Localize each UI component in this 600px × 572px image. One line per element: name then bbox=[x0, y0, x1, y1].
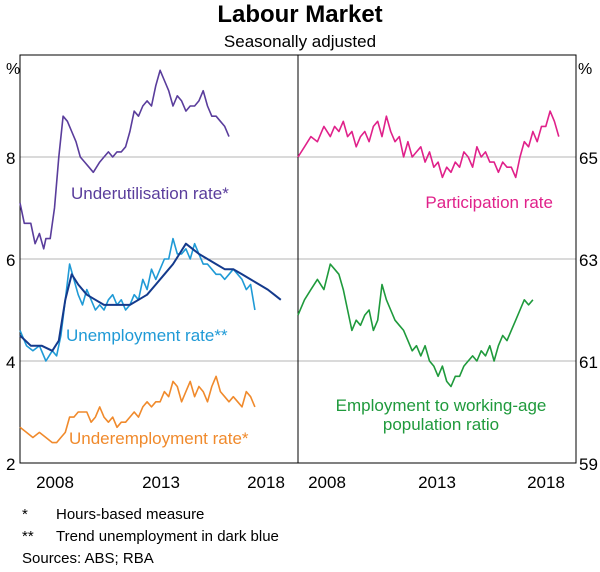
participation-label: Participation rate bbox=[425, 193, 553, 212]
unemployment-label: Unemployment rate** bbox=[66, 326, 228, 345]
right-y-tick-label: 59 bbox=[579, 455, 598, 474]
x-tick-label: 2018 bbox=[247, 473, 285, 492]
series-line-trend-unemployment bbox=[19, 242, 282, 352]
footnote-trend: ** Trend unemployment in dark blue bbox=[22, 526, 279, 548]
employment-ratio-label: Employment to working-age bbox=[336, 396, 547, 415]
right-y-tick-label: 61 bbox=[579, 353, 598, 372]
left-y-tick-label: 6 bbox=[6, 251, 15, 270]
right-y-tick-label: 63 bbox=[579, 251, 598, 270]
chart-subtitle: Seasonally adjusted bbox=[224, 32, 376, 51]
x-tick-label: 2018 bbox=[527, 473, 565, 492]
left-unit-label: % bbox=[6, 61, 20, 78]
footnote-hours: * Hours-based measure bbox=[22, 504, 279, 526]
series-line-unemployment-rate bbox=[19, 237, 256, 362]
footnote-mark: * bbox=[22, 506, 28, 523]
right-y-tick-label: 65 bbox=[579, 149, 598, 168]
left-y-tick-label: 8 bbox=[6, 149, 15, 168]
chart-title: Labour Market bbox=[217, 1, 382, 28]
x-tick-label: 2008 bbox=[36, 473, 74, 492]
footnote-text: Hours-based measure bbox=[56, 506, 205, 523]
footnote-text: Trend unemployment in dark blue bbox=[56, 528, 279, 545]
series-line-employment-to-working-age-population-ratio bbox=[297, 263, 534, 388]
footnotes: * Hours-based measure ** Trend unemploym… bbox=[22, 504, 279, 570]
employment-ratio-label-line2: population ratio bbox=[383, 415, 499, 434]
left-y-tick-label: 4 bbox=[6, 353, 15, 372]
x-tick-label: 2013 bbox=[142, 473, 180, 492]
series-line-participation-rate bbox=[297, 110, 560, 179]
series-line-underemployment-rate bbox=[19, 375, 256, 444]
right-unit-label: % bbox=[578, 61, 592, 78]
labour-market-chart: Labour Market Seasonally adjusted % % 8 … bbox=[6, 1, 598, 492]
series-line-underutilisation-rate bbox=[19, 69, 230, 250]
gridlines bbox=[20, 156, 576, 362]
left-y-tick-label: 2 bbox=[6, 455, 15, 474]
x-tick-label: 2008 bbox=[308, 473, 346, 492]
underemployment-label: Underemployment rate* bbox=[69, 429, 249, 448]
series-lines bbox=[19, 69, 560, 444]
footnote-mark: ** bbox=[22, 528, 34, 545]
sources-line: Sources: ABS; RBA bbox=[22, 550, 154, 567]
x-tick-label: 2013 bbox=[418, 473, 456, 492]
underutilisation-label: Underutilisation rate* bbox=[71, 184, 229, 203]
